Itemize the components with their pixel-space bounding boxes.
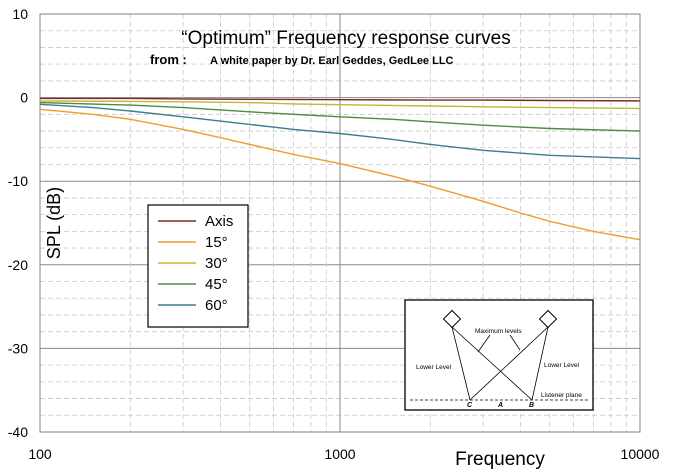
inset-label-maximum-levels: Maximum levels [475,328,522,335]
right-speaker-icon [538,309,558,329]
series-line [39,101,641,132]
legend: Axis 15° 30° 45° 60° [147,204,249,328]
inset-letter-b: B [529,402,534,409]
legend-label: Axis [205,213,233,230]
inset-letter-c: C [467,402,473,409]
legend-box [147,204,249,328]
ray-right-to-c [469,326,549,401]
inset-label-lower-level-left: Lower Level [416,364,452,371]
left-speaker-icon [442,309,462,329]
plot-frame [39,13,641,433]
y-tick-label: -20 [8,257,28,273]
y-tick-label: -40 [8,424,28,440]
inset-letter-a: A [497,402,503,409]
x-tick-label: 100 [28,446,52,462]
speaker-layout-inset: Maximum levels Lower Level Lower Level L… [404,299,594,411]
series-line [39,108,641,241]
ray-right-to-b [531,326,549,401]
inset-frame [404,299,594,411]
x-axis-label: Frequency [455,449,545,470]
y-tick-label: 0 [20,90,28,106]
max-arrow-left [477,334,491,353]
legend-label: 45° [205,276,228,293]
y-tick-label: -10 [8,173,28,189]
series-lines [39,97,641,241]
y-tick-label: 10 [12,6,28,22]
ray-left-to-c [451,326,471,401]
legend-label: 60° [205,297,228,314]
legend-label: 15° [205,234,228,251]
inset-label-lower-level-right: Lower Level [544,362,580,369]
y-tick-label: -30 [8,340,28,356]
chart-subtitle: A white paper by Dr. Earl Geddes, GedLee… [210,55,454,67]
series-line [39,103,641,160]
x-tick-label: 10000 [621,446,660,462]
x-tick-label: 1000 [324,446,355,462]
legend-label: 30° [205,255,228,272]
max-arrow-right [509,334,521,351]
series-line [40,97,641,102]
chart-subtitle-prefix: from : [150,52,187,67]
grid [39,13,640,433]
inset-label-listener-plane: Listener plane [541,392,582,399]
chart-title: “Optimum” Frequency response curves [181,28,510,49]
series-line [39,100,641,110]
y-axis-label: SPL (dB) [44,187,64,259]
ray-left-to-b [451,326,533,401]
